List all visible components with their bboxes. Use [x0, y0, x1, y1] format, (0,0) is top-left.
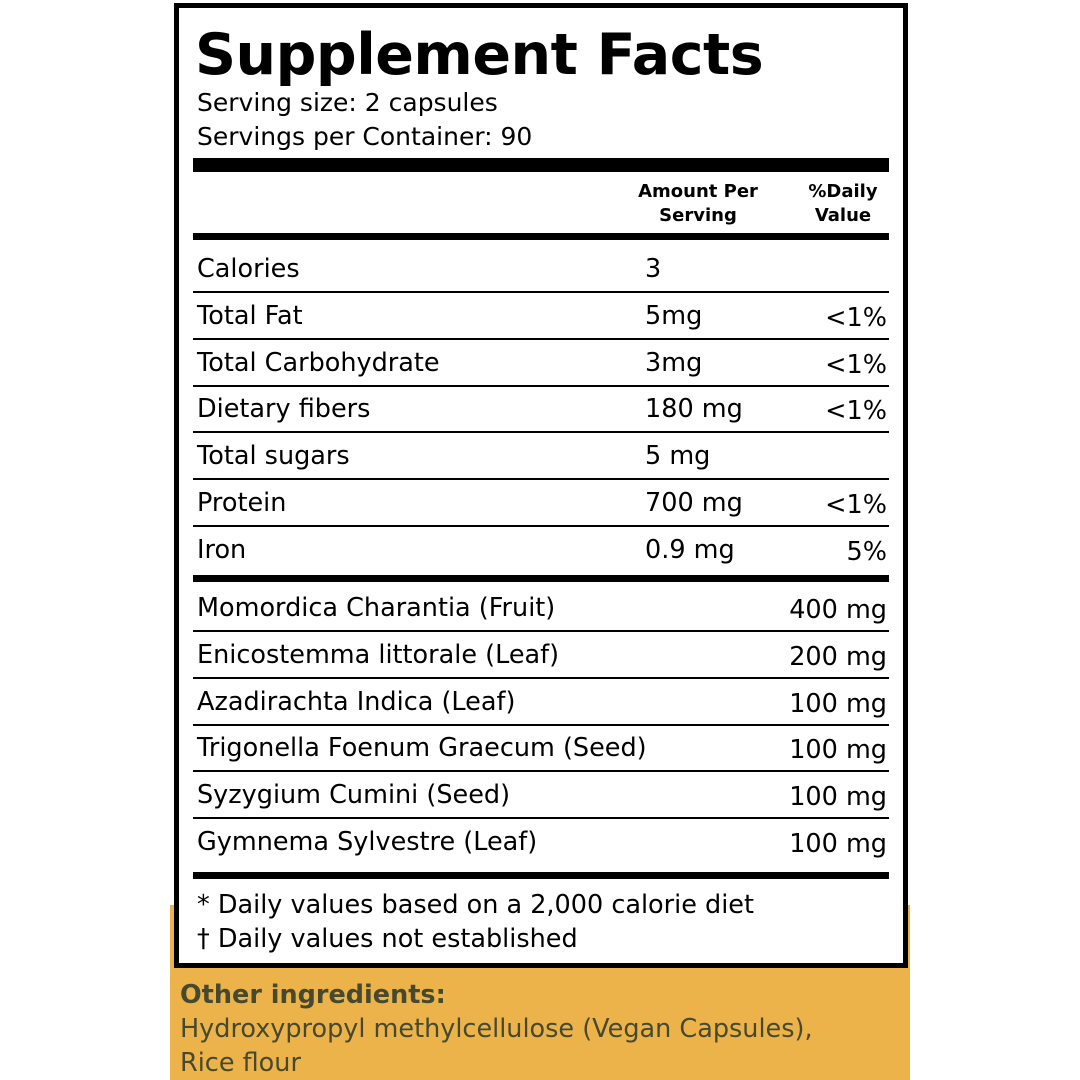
other-ingredients-label: Other ingredients:	[180, 980, 446, 1010]
other-ingredients-line: Hydroxypropyl methylcellulose (Vegan Cap…	[180, 1014, 813, 1044]
servings-per-container: Servings per Container: 90	[197, 122, 533, 151]
row-divider	[193, 770, 889, 773]
header-amount: Amount Per Serving	[623, 180, 773, 228]
row-amount: 3	[645, 254, 662, 284]
row-amount: 100 mg	[789, 735, 887, 766]
row-name: Azadirachta Indica (Leaf)	[197, 686, 516, 717]
ingredient-row: Trigonella Foenum Graecum (Seed) 100 mg	[193, 725, 889, 773]
row-name: Enicostemma littorale (Leaf)	[197, 639, 560, 670]
row-divider	[193, 337, 889, 340]
row-name: Momordica Charantia (Fruit)	[197, 593, 556, 623]
row-divider	[193, 291, 889, 293]
row-amount: 180 mg	[645, 394, 743, 425]
row-divider	[193, 431, 889, 434]
row-name: Calories	[197, 254, 300, 284]
row-name: Gymnema Sylvestre (Leaf)	[197, 827, 538, 857]
header-amount-line: Amount Per	[638, 181, 758, 202]
divider-thick	[193, 233, 889, 240]
header-amount-line: Serving	[659, 205, 737, 226]
row-name: Syzygium Cumini (Seed)	[197, 780, 511, 811]
row-daily-value: <1%	[825, 490, 887, 520]
row-amount: 3mg	[645, 347, 703, 378]
row-amount: 0.9 mg	[645, 534, 735, 565]
row-divider	[193, 817, 889, 820]
divider-thick	[193, 575, 889, 582]
row-amount: 700 mg	[645, 488, 743, 518]
nutrient-row: Total Fat 5mg <1%	[193, 293, 889, 340]
row-divider	[193, 723, 889, 726]
row-name: Total Fat	[197, 300, 303, 331]
ingredient-row: Azadirachta Indica (Leaf) 100 mg	[193, 679, 889, 726]
row-divider	[193, 630, 889, 632]
row-name: Trigonella Foenum Graecum (Seed)	[197, 733, 647, 764]
label-title: Supplement Facts	[195, 22, 764, 88]
row-amount: 200 mg	[789, 641, 887, 672]
header-dv-line: %Daily	[808, 181, 878, 202]
supplement-facts-label: Supplement Facts Serving size: 2 capsule…	[174, 3, 908, 968]
nutrient-row: Total sugars 5 mg	[193, 433, 889, 481]
ingredient-row: Enicostemma littorale (Leaf) 200 mg	[193, 632, 889, 679]
row-amount: 5mg	[645, 300, 703, 331]
divider-thick	[193, 872, 889, 879]
row-divider	[193, 676, 889, 679]
header-dv-line: Value	[814, 205, 872, 226]
row-daily-value: <1%	[825, 349, 887, 380]
row-amount: 100 mg	[789, 829, 887, 859]
row-name: Total Carbohydrate	[197, 347, 440, 378]
serving-size: Serving size: 2 capsules	[197, 88, 498, 117]
footnote-daily-values: * Daily values based on a 2,000 calorie …	[197, 890, 754, 920]
header-daily-value: %Daily Value	[793, 180, 893, 228]
row-amount: 100 mg	[789, 688, 887, 719]
row-daily-value: <1%	[825, 396, 887, 427]
footnote-not-established: † Daily values not established	[197, 924, 578, 954]
divider-thick	[193, 158, 889, 172]
nutrient-row: Iron 0.9 mg 5%	[193, 527, 889, 574]
row-amount: 5 mg	[645, 441, 711, 472]
row-name: Dietary fibers	[197, 394, 371, 425]
ingredient-row: Gymnema Sylvestre (Leaf) 100 mg	[193, 819, 889, 866]
row-divider	[193, 525, 889, 527]
row-name: Total sugars	[197, 441, 350, 472]
nutrient-row: Protein 700 mg <1%	[193, 480, 889, 527]
row-daily-value: <1%	[825, 302, 887, 333]
row-daily-value: 5%	[846, 536, 887, 567]
nutrient-row: Calories 3	[193, 246, 889, 293]
row-name: Protein	[197, 488, 287, 518]
ingredient-row: Momordica Charantia (Fruit) 400 mg	[193, 585, 889, 632]
row-divider	[193, 478, 889, 481]
ingredient-row: Syzygium Cumini (Seed) 100 mg	[193, 772, 889, 820]
row-divider	[193, 384, 889, 387]
other-ingredients-line: Rice flour	[180, 1048, 301, 1078]
row-name: Iron	[197, 534, 247, 565]
row-amount: 400 mg	[789, 595, 887, 625]
nutrient-row: Dietary fibers 180 mg <1%	[193, 386, 889, 434]
row-amount: 100 mg	[789, 782, 887, 813]
nutrient-row: Total Carbohydrate 3mg <1%	[193, 340, 889, 387]
